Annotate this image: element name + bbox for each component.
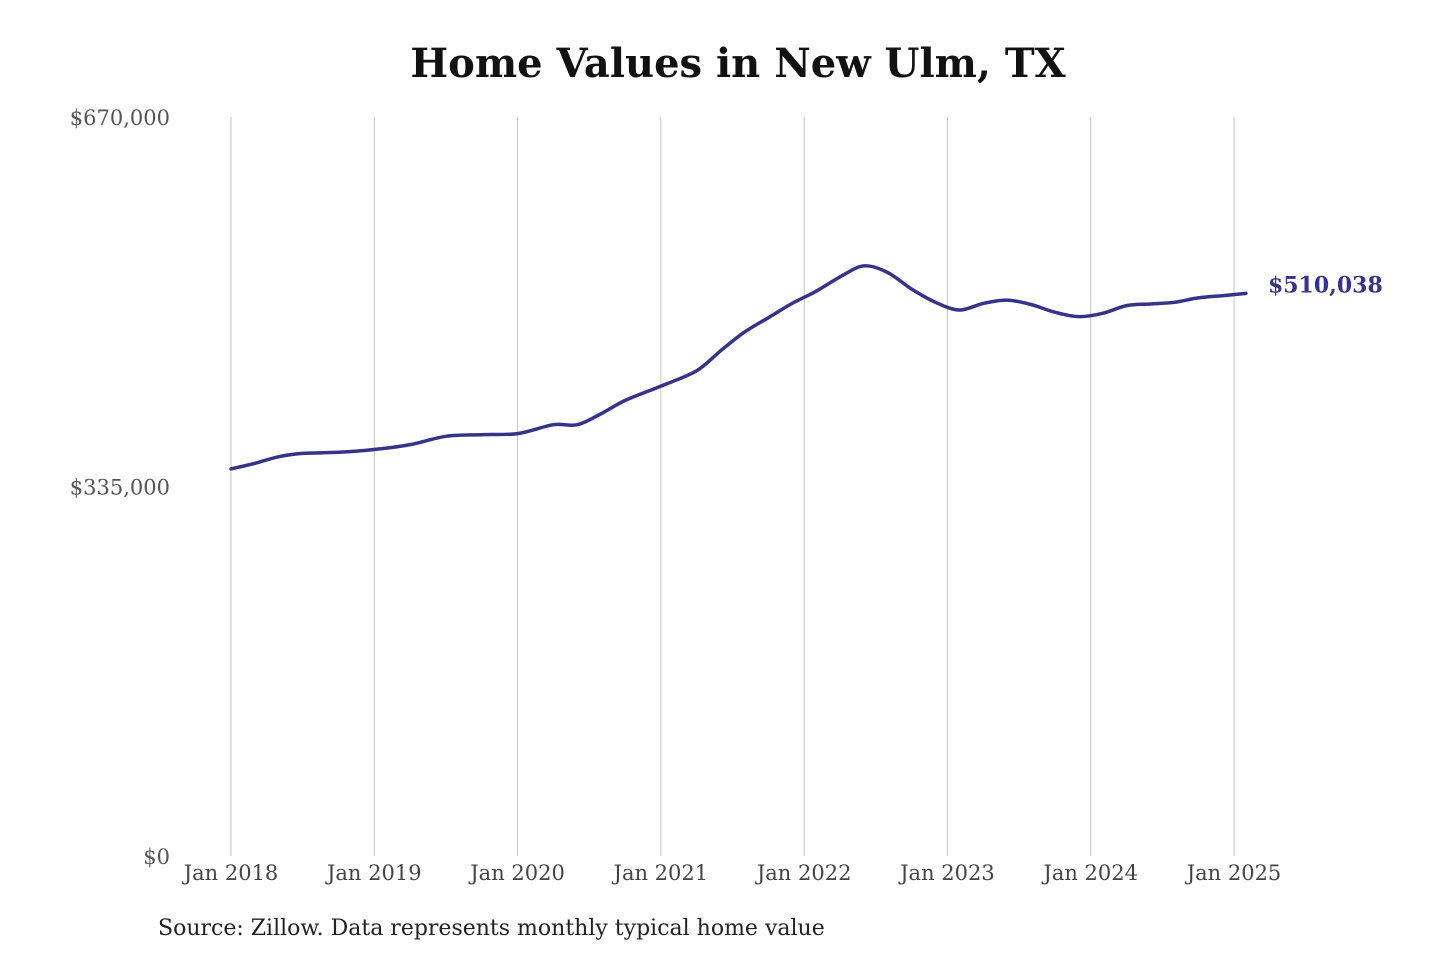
source-note: Source: Zillow. Data represents monthly …	[158, 916, 825, 941]
x-tick-label-4: Jan 2022	[755, 861, 852, 885]
y-tick-label-1: $335,000	[70, 476, 170, 500]
x-tick-label-1: Jan 2019	[325, 861, 422, 885]
x-tick-label-5: Jan 2023	[898, 861, 995, 885]
vertical-grid-lines	[230, 117, 1235, 856]
y-tick-label-2: $670,000	[70, 106, 170, 130]
series-layer: $510,038	[229, 264, 1383, 471]
chart-title: Home Values in New Ulm, TX	[410, 40, 1066, 87]
series-line-0	[229, 264, 1248, 471]
x-tick-label-0: Jan 2018	[182, 861, 279, 885]
y-tick-label-0: $0	[143, 845, 170, 869]
x-tick-label-6: Jan 2024	[1041, 861, 1138, 885]
x-tick-label-2: Jan 2020	[468, 861, 565, 885]
y-axis-tick-labels: $0 $335,000 $670,000	[70, 106, 170, 869]
x-tick-label-7: Jan 2025	[1185, 861, 1282, 885]
x-tick-label-3: Jan 2021	[612, 861, 709, 885]
x-axis-tick-labels: Jan 2018 Jan 2019 Jan 2020 Jan 2021 Jan 2022…	[182, 861, 1282, 885]
end-value-label-0: $510,038	[1268, 272, 1383, 298]
